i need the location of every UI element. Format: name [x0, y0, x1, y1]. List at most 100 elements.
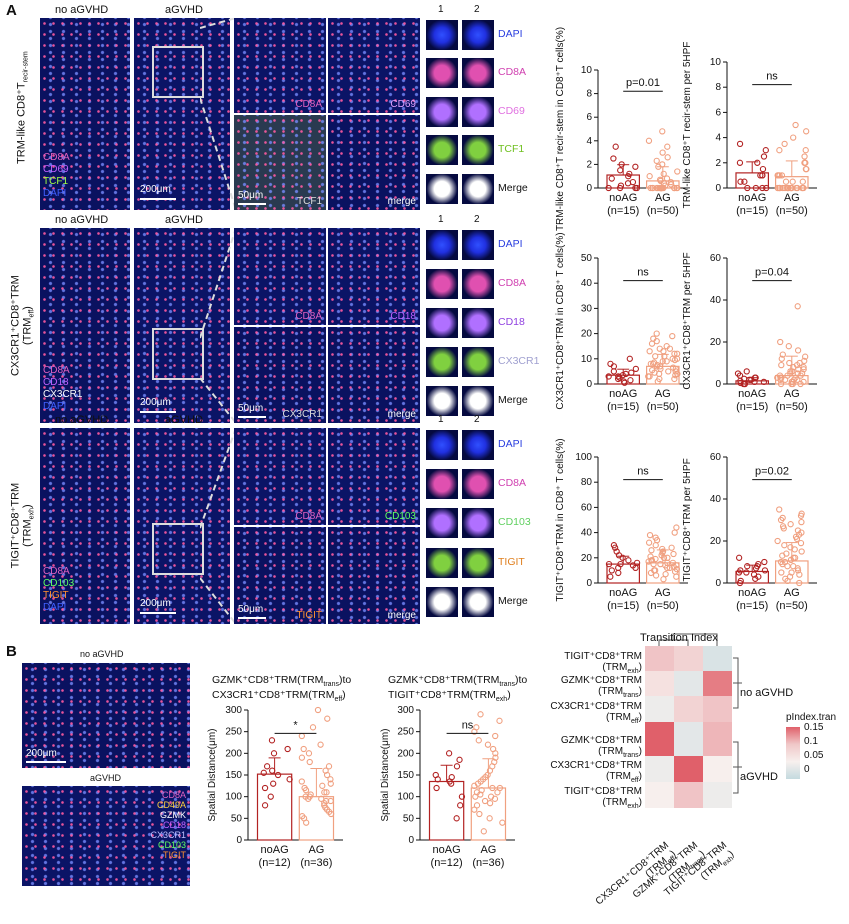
data-point: [776, 372, 784, 379]
chart1-title-line1: GZMK⁺CD8⁺TRM(TRMtrans)to: [212, 674, 352, 689]
panel-letter-b: B: [6, 643, 17, 660]
y-tick-label: 100: [225, 792, 242, 803]
data-point: [659, 545, 666, 553]
cell-crop: [426, 347, 458, 377]
data-point: [492, 732, 499, 740]
cell-crop: [462, 430, 494, 460]
tissue-image-no-agvhd: [40, 228, 130, 423]
y-tick-label: 0: [586, 183, 592, 194]
data-point: [458, 793, 466, 800]
stain-legend-dapi: DAPI: [43, 188, 67, 199]
cell-crop: [462, 20, 494, 50]
heatmap-cell: [674, 722, 703, 756]
data-point: [662, 571, 669, 578]
heatmap-row-label: GZMK⁺CD8⁺TRM (TRMtrans): [560, 675, 642, 699]
data-point: [659, 128, 666, 135]
y-tick-label: 30: [581, 303, 593, 314]
data-point: [796, 571, 803, 578]
magnified-label: TCF1: [297, 196, 322, 207]
x-tick-label: AG: [655, 388, 671, 400]
data-point: [319, 782, 326, 789]
data-point: [298, 732, 306, 740]
data-point: [759, 184, 766, 192]
tissue-image-agvhd: 200μm: [134, 18, 230, 210]
cell-crop: [462, 173, 494, 204]
data-point: [670, 550, 677, 558]
data-point: [645, 539, 653, 546]
data-point: [788, 569, 795, 576]
y-tick-label: 0: [715, 578, 721, 589]
cell-crop: [462, 347, 494, 377]
data-point: [657, 560, 664, 568]
cell-crop: [462, 135, 494, 166]
x-tick-label: AG: [784, 388, 800, 400]
x-tick-label: AG: [655, 587, 671, 599]
chart2-title-line1: GZMK⁺CD8⁺TRM(TRMtrans)to: [388, 674, 528, 689]
magnified-tile-1: CD69: [328, 18, 420, 113]
y-axis-label: Spatial Distance(μm): [207, 728, 218, 821]
data-point: [617, 167, 624, 174]
data-point: [489, 784, 496, 792]
data-point: [755, 560, 762, 568]
y-tick-label: 100: [397, 792, 414, 803]
heatmap-row-label: TIGIT⁺CD8⁺TRM (TRMexh): [564, 651, 642, 675]
magnified-tile-2: TCF1 50μm: [234, 115, 326, 210]
data-point: [607, 573, 614, 580]
cell-crop: [462, 58, 494, 89]
x-tick-label: (n=50): [647, 600, 679, 612]
data-point: [783, 550, 790, 557]
data-point: [663, 343, 670, 350]
tissue-image-agvhd: 200μm: [134, 428, 230, 624]
data-point: [671, 350, 678, 357]
significance-label: *: [293, 719, 298, 731]
data-point: [487, 793, 495, 800]
y-tick-label: 60: [710, 253, 722, 264]
data-point: [779, 523, 787, 530]
data-point: [324, 715, 331, 722]
data-point: [668, 544, 675, 551]
x-tick-label: (n=12): [259, 857, 291, 869]
data-point: [798, 548, 805, 555]
data-point: [798, 510, 805, 517]
cell-crop: [426, 135, 458, 166]
data-point: [453, 815, 460, 822]
cell-crop: [426, 386, 458, 416]
data-point: [781, 140, 788, 148]
data-point: [757, 172, 764, 179]
data-point: [646, 173, 653, 180]
heatmap-cell: [645, 646, 674, 671]
data-point: [628, 369, 635, 376]
data-point: [648, 547, 655, 554]
data-point: [284, 745, 291, 753]
data-point: [673, 350, 681, 357]
data-point: [671, 184, 678, 192]
data-point: [327, 780, 334, 787]
zoom-box: [152, 46, 204, 98]
x-tick-label: (n=36): [300, 857, 332, 869]
y-tick-label: 250: [397, 727, 414, 738]
heatmap-legend-bar: [786, 727, 800, 779]
data-point: [605, 560, 613, 568]
data-point: [750, 571, 758, 578]
data-point: [300, 745, 307, 753]
data-point: [777, 338, 784, 346]
bar: [606, 374, 641, 385]
dendrogram-right: [733, 657, 742, 709]
cell-label-tigit: TIGIT: [498, 555, 525, 568]
x-tick-label: (n=36): [472, 857, 504, 869]
x-tick-label: noAG: [609, 192, 637, 204]
data-point: [743, 569, 750, 576]
cell-label-dapi: DAPI: [498, 28, 523, 40]
data-point: [626, 355, 633, 362]
data-point: [790, 134, 797, 141]
significance-label: ns: [637, 267, 649, 279]
data-point: [666, 564, 673, 572]
data-point: [740, 375, 748, 382]
data-point: [650, 335, 657, 342]
y-tick-label: 300: [225, 705, 242, 716]
y-tick-label: 80: [581, 477, 593, 488]
data-point: [737, 178, 744, 185]
data-point: [802, 353, 809, 360]
zoom-box: [152, 328, 204, 380]
data-point: [322, 767, 329, 774]
